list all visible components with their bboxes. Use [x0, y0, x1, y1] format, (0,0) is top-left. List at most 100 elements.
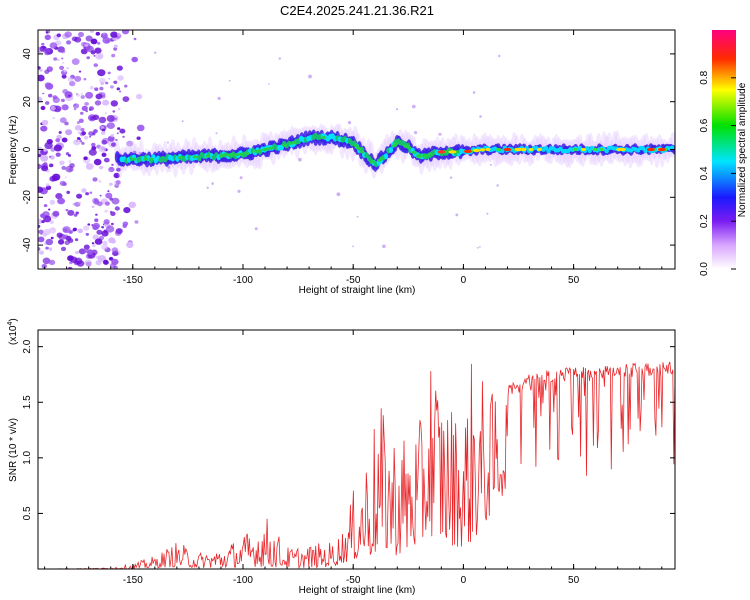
noise-speckle — [89, 30, 94, 33]
noise-speckle — [104, 209, 108, 213]
noise-speckle — [111, 142, 117, 147]
noise-speckle — [49, 163, 54, 168]
ridge-core-blob — [383, 153, 389, 160]
snr-plot-area — [38, 361, 675, 569]
noise-speckle — [85, 35, 93, 42]
noise-speckle — [114, 206, 120, 211]
noise-speckle — [89, 85, 94, 90]
ridge-hotspot — [472, 148, 481, 153]
noise-speckle — [122, 135, 125, 138]
noise-speckle — [80, 111, 84, 115]
noise-speckle — [101, 226, 104, 229]
noise-speckle — [75, 250, 79, 255]
ridge-highlight — [528, 147, 534, 152]
figure-title: C2E4.2025.241.21.36.R21 — [280, 3, 434, 18]
noise-speckle — [64, 176, 67, 179]
ridge-hotspot — [437, 150, 446, 154]
noise-speckle — [102, 99, 110, 106]
noise-speckle — [83, 225, 90, 231]
noise-speckle — [76, 93, 80, 97]
ridge-highlight — [268, 146, 274, 150]
scatter-speck — [217, 96, 221, 100]
scatter-speck — [278, 57, 281, 60]
noise-speckle — [106, 115, 115, 122]
noise-speckle — [107, 71, 111, 75]
ridge-highlight — [392, 143, 398, 147]
noise-speckle — [44, 34, 51, 41]
noise-speckle — [85, 232, 90, 236]
x-tick-label: 50 — [568, 575, 580, 586]
noise-speckle — [103, 259, 109, 265]
noise-speckle — [62, 226, 71, 234]
noise-speckle — [61, 104, 69, 111]
noise-speckle — [61, 49, 66, 54]
noise-speckle — [38, 163, 42, 170]
noise-speckle — [49, 220, 54, 224]
noise-speckle — [64, 121, 69, 126]
snr-scale-close: ) — [8, 318, 19, 321]
spectrogram-y-ticks: -40 -20 0 20 40 — [22, 48, 675, 252]
scatter-speck — [268, 83, 270, 85]
ridge-highlight — [221, 153, 227, 157]
scatter-speck — [237, 189, 241, 193]
noise-speckle — [98, 145, 107, 153]
ridge-highlight — [370, 160, 376, 164]
noise-speckle — [116, 32, 121, 36]
noise-speckle — [100, 130, 106, 135]
noise-speckle — [48, 93, 53, 98]
noise-speckle — [66, 40, 72, 45]
noise-speckle — [86, 56, 90, 60]
noise-speckle — [98, 116, 107, 124]
noise-speckle — [92, 224, 99, 231]
ridge-hotspot — [514, 147, 523, 152]
x-tick-label: -50 — [346, 275, 361, 286]
noise-speckle — [56, 58, 60, 62]
noise-speckle — [50, 106, 56, 111]
ridge-hotspot — [646, 147, 655, 152]
snr-y-ticks: 0.5 1.0 1.5 2.0 — [22, 339, 675, 520]
noise-speckle — [38, 186, 44, 193]
noise-speckle — [101, 244, 108, 251]
noise-speckle — [122, 96, 130, 102]
noise-speckle — [39, 68, 43, 72]
noise-speckle — [72, 103, 80, 109]
noise-speckle — [107, 190, 110, 193]
noise-speckle — [49, 247, 52, 250]
noise-speckle — [113, 265, 118, 269]
noise-speckle — [102, 240, 108, 246]
noise-speckle — [107, 135, 115, 142]
noise-speckle — [92, 197, 100, 204]
noise-speckle — [68, 160, 72, 163]
noise-speckle — [138, 152, 142, 155]
noise-speckle — [116, 87, 121, 91]
noise-speckle — [40, 105, 46, 111]
scatter-speck — [489, 163, 492, 166]
noise-speckle — [68, 94, 71, 97]
noise-speckle — [63, 69, 67, 73]
ridge-highlight — [536, 147, 542, 152]
noise-speckle — [65, 152, 70, 156]
noise-speckle — [86, 249, 94, 255]
noise-speckle — [111, 222, 114, 226]
noise-speckle — [61, 57, 64, 60]
noise-speckle — [41, 119, 49, 126]
noise-speckle — [72, 227, 77, 232]
ridge-core-blob — [388, 147, 394, 153]
scatter-speck — [336, 192, 341, 197]
noise-speckle — [52, 210, 60, 217]
noise-speckle — [106, 122, 115, 129]
ridge-highlight — [192, 155, 198, 159]
noise-speckle — [110, 31, 118, 38]
noise-speckle — [91, 244, 96, 248]
noise-speckle — [41, 220, 45, 224]
noise-speckle — [124, 84, 128, 88]
ridge-hotspot — [448, 150, 457, 154]
ridge-highlight — [177, 156, 183, 160]
noise-speckle — [111, 163, 114, 166]
noise-speckle — [111, 258, 119, 266]
ridge-highlight — [359, 150, 365, 154]
noise-speckle — [38, 218, 43, 225]
noise-speckle — [68, 168, 73, 172]
noise-speckle — [38, 153, 42, 158]
noise-speckle — [91, 146, 97, 151]
